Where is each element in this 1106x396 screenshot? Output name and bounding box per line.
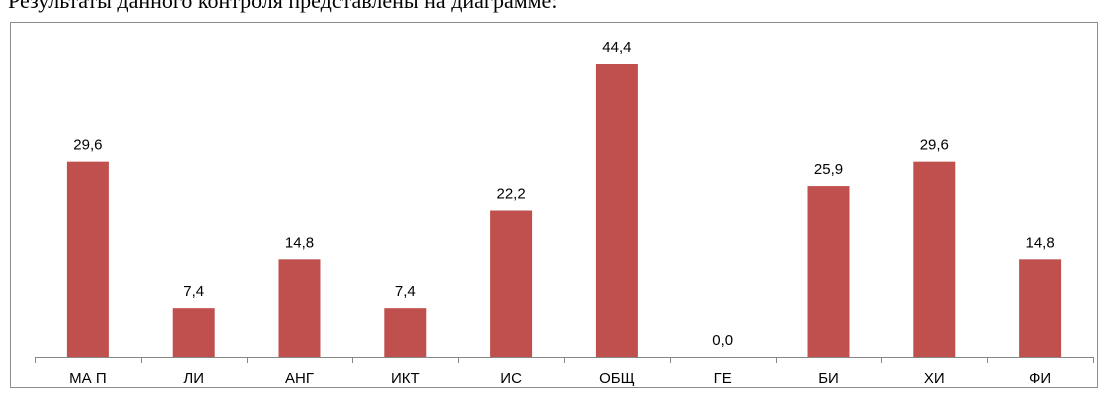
x-tick-label: АНГ: [285, 370, 314, 387]
x-tick-label: БИ: [818, 370, 839, 387]
bar: [384, 308, 427, 357]
chart-frame: [10, 22, 1098, 388]
x-tick-label: ЛИ: [183, 370, 204, 387]
x-axis-ticks: [35, 357, 1094, 363]
bars-group: [66, 64, 1062, 357]
data-label: 44,4: [602, 39, 631, 56]
data-label: 22,2: [496, 186, 525, 203]
x-tick-label: ИКТ: [391, 370, 420, 387]
x-tick-label: ХИ: [924, 370, 945, 387]
x-tick-label: МА П: [69, 370, 106, 387]
x-tick-label: ФИ: [1029, 370, 1051, 387]
bar: [172, 308, 215, 357]
bar: [66, 161, 109, 357]
data-label: 7,4: [395, 283, 416, 300]
bar: [490, 210, 533, 357]
x-tick-labels: МА П ЛИ АНГ ИКТ ИС ОБЩ ГЕ БИ ХИ ФИ: [69, 370, 1051, 387]
x-tick-label: ГЕ: [714, 370, 732, 387]
bar: [1019, 259, 1062, 357]
data-label: 29,6: [73, 137, 102, 154]
data-label: 7,4: [183, 283, 204, 300]
data-label: 25,9: [814, 161, 843, 178]
data-labels-group: 29,6 7,4 14,8 7,4 22,2 44,4 0,0 25,9 29,6 14,8: [73, 39, 1054, 349]
data-label: 0,0: [712, 332, 733, 349]
data-label: 29,6: [920, 137, 949, 154]
data-label: 14,8: [285, 234, 314, 251]
bar: [595, 64, 638, 357]
x-tick-label: ОБЩ: [599, 370, 635, 387]
bar: [807, 186, 850, 357]
data-label: 14,8: [1025, 234, 1054, 251]
bar: [913, 161, 956, 357]
bar: [278, 259, 321, 357]
page-caption: Результаты данного контроля представлены…: [8, 0, 558, 13]
x-tick-label: ИС: [500, 370, 522, 387]
